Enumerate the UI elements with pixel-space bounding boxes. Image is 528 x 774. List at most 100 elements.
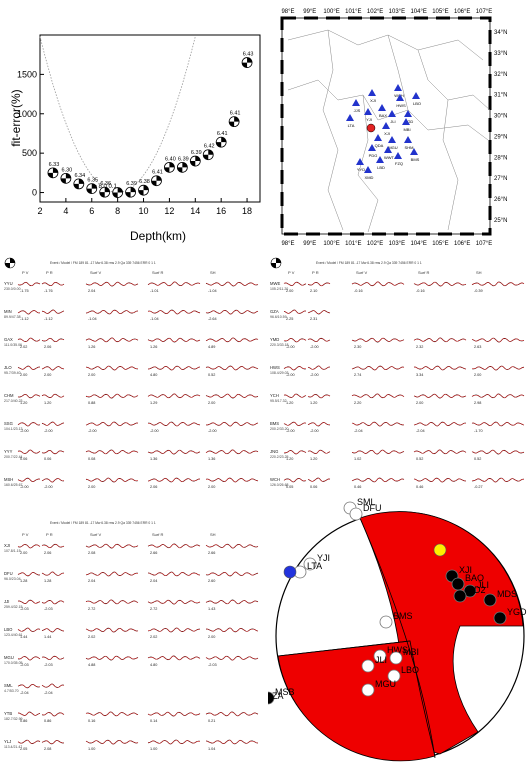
nodal-plane xyxy=(359,517,436,759)
lon-label-top: 100°E xyxy=(323,9,339,15)
synthetic-trace xyxy=(471,281,525,287)
waveform-amplitude: 4.80 xyxy=(150,373,157,377)
synthetic-trace xyxy=(147,449,201,455)
polarity-station-label: JLI xyxy=(477,580,489,590)
polarity-marker xyxy=(387,669,401,683)
synthetic-trace xyxy=(147,739,200,745)
waveform-station-name: HWS xyxy=(270,365,280,370)
synthetic-trace xyxy=(85,449,139,455)
province-border xyxy=(287,79,489,141)
synthetic-trace xyxy=(17,337,41,342)
mechanism-point xyxy=(112,187,124,198)
synthetic-trace xyxy=(148,627,201,633)
mechanism-point xyxy=(241,57,253,68)
polarity-station-label: MBI xyxy=(403,647,419,657)
lon-label-top: 102°E xyxy=(367,9,383,15)
waveform-column-header: P V xyxy=(22,532,29,537)
lon-label-top: 99°E xyxy=(303,9,316,15)
waveform-amplitude: -0.39 xyxy=(474,289,483,293)
waveform-amplitude: 0.86 xyxy=(44,719,51,723)
station-triangle xyxy=(364,166,372,173)
waveform-amplitude: 2.63 xyxy=(474,345,481,349)
synthetic-trace xyxy=(17,711,41,716)
waveform-station-sub: 111.0/35.06 xyxy=(4,343,22,347)
polarity-station-label: YGD xyxy=(507,607,527,617)
waveform-panel-bottom: Event / Model / FM 189 81 -17 Mw 6.38 rm… xyxy=(0,512,268,762)
waveform-amplitude: -2.04 xyxy=(44,691,53,695)
lon-label-top: 107°E xyxy=(476,9,492,15)
waveform-amplitude: 2.00 xyxy=(88,485,95,489)
mechanism-quadrant xyxy=(86,188,92,194)
waveform-amplitude: -1.76 xyxy=(44,289,53,293)
synthetic-trace xyxy=(85,309,139,315)
synthetic-trace xyxy=(17,544,41,549)
station-triangle xyxy=(402,118,410,125)
waveform-amplitude: 2.32 xyxy=(416,345,423,349)
station-triangle xyxy=(346,114,354,121)
polarity-station-label: DFU xyxy=(363,503,382,513)
synthetic-trace xyxy=(413,421,467,427)
waveform-amplitude: 2.72 xyxy=(88,607,95,611)
mechanism-point xyxy=(189,155,201,167)
mechanism-quadrant xyxy=(221,137,227,143)
synthetic-trace xyxy=(283,366,307,371)
mechanism-point xyxy=(86,183,98,195)
mw-label: 6.33 xyxy=(49,162,60,168)
x-tick-label: 14 xyxy=(190,206,200,216)
x-tick-label: 16 xyxy=(216,206,226,216)
waveform-station-sub: 182.7/32.99 xyxy=(4,717,23,721)
synthetic-trace xyxy=(471,477,525,483)
synthetic-trace xyxy=(17,600,41,604)
waveform-station-name: YCH xyxy=(270,393,279,398)
synthetic-trace xyxy=(41,421,65,426)
polarity-station-label: XJI xyxy=(459,565,472,575)
mechanism-point xyxy=(151,175,162,187)
waveform-amplitude: -1.01 xyxy=(150,289,159,293)
waveform-amplitude: 2.25 xyxy=(286,317,293,321)
station-label: BMS xyxy=(411,157,420,162)
lon-label-bottom: 105°E xyxy=(432,241,448,247)
synthetic-trace xyxy=(283,393,307,398)
lon-label-bottom: 104°E xyxy=(410,241,426,247)
mechanism-quadrant xyxy=(60,178,66,184)
mechanism-quadrant xyxy=(99,192,105,198)
waveform-station-name: YYU xyxy=(4,281,13,286)
waveform-amplitude: 1.29 xyxy=(150,401,157,405)
synthetic-trace xyxy=(17,739,41,744)
waveform-station-name: MGU xyxy=(4,655,14,660)
waveform-station-name: JNG xyxy=(270,449,278,454)
waveform-amplitude: 2.02 xyxy=(20,345,27,349)
waveform-station-sub: 123.4/40.61 xyxy=(4,633,23,637)
waveform-amplitude: 1.36 xyxy=(208,457,215,461)
station-map-svg: 98°E 98°E 99°E 99°E 100°E 100°E 101°E 101°E 102°… xyxy=(280,9,507,247)
synthetic-trace xyxy=(205,544,259,549)
mw-label: 6.35 xyxy=(87,178,98,184)
station-label: PDG xyxy=(369,153,378,158)
mw-label: 6.41 xyxy=(230,111,241,117)
mw-label: 6.42 xyxy=(204,144,215,150)
synthetic-trace xyxy=(147,309,201,315)
waveform-amplitude: -1.04 xyxy=(150,317,159,321)
waveform-amplitude: -2.00 xyxy=(310,373,319,377)
synthetic-trace xyxy=(283,281,307,286)
observed-trace xyxy=(85,449,139,455)
waveform-amplitude: -2.00 xyxy=(88,429,97,433)
synthetic-trace xyxy=(41,366,65,371)
station-triangle xyxy=(404,136,412,143)
waveform-amplitude: -1.04 xyxy=(208,289,217,293)
waveform-amplitude: 1.44 xyxy=(20,635,27,639)
synthetic-trace xyxy=(41,571,65,576)
synthetic-trace xyxy=(283,421,307,426)
waveform-amplitude: 2.60 xyxy=(208,579,215,583)
lon-label-top: 106°E xyxy=(454,9,470,15)
compression-quadrant xyxy=(277,640,436,762)
waveform-amplitude: 2.06 xyxy=(44,345,51,349)
synthetic-trace xyxy=(17,366,41,370)
waveform-station-sub: 160.6/25.67 xyxy=(4,483,23,487)
synthetic-trace xyxy=(283,478,307,483)
waveform-amplitude: 1.20 xyxy=(20,401,27,405)
nodal-plane xyxy=(277,640,411,657)
waveform-station-sub: 107.8/1.15 xyxy=(4,549,21,553)
waveform-amplitude: -2.03 xyxy=(20,607,29,611)
synthetic-trace xyxy=(147,571,201,576)
